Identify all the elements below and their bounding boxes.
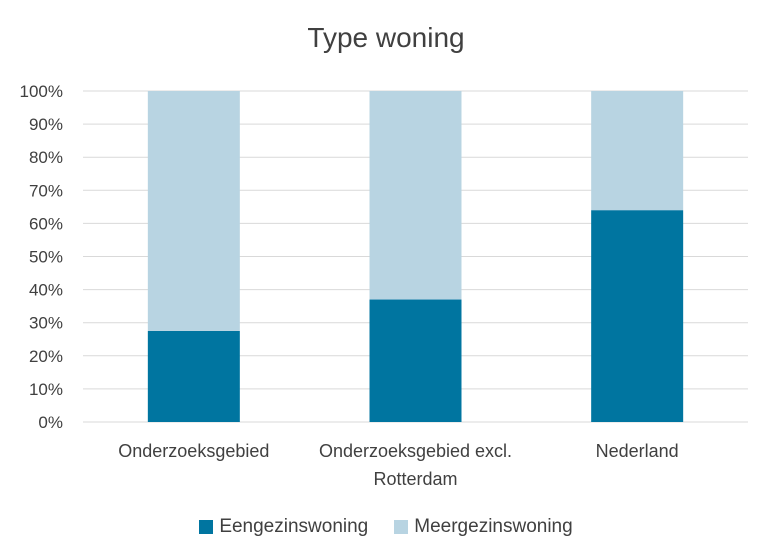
y-tick-label: 0% (38, 413, 63, 432)
x-category-label: Nederland (596, 441, 679, 461)
bar-eengezinswoning-2 (591, 210, 684, 422)
x-category-label: Onderzoeksgebied excl. (319, 441, 512, 461)
legend: Eengezinswoning Meergezinswoning (0, 516, 772, 538)
y-tick-label: 80% (29, 148, 63, 167)
x-category-label: Rotterdam (373, 469, 457, 489)
bar-eengezinswoning-1 (369, 299, 462, 422)
y-tick-label: 20% (29, 347, 63, 366)
legend-item-eengezinswoning: Eengezinswoning (199, 516, 368, 538)
bar-meergezinswoning-0 (147, 91, 240, 331)
legend-label-meergezinswoning: Meergezinswoning (414, 516, 573, 537)
y-tick-label: 10% (29, 380, 63, 399)
bars (147, 91, 684, 422)
y-tick-label: 60% (29, 214, 63, 233)
legend-label-eengezinswoning: Eengezinswoning (219, 516, 369, 537)
legend-item-meergezinswoning: Meergezinswoning (394, 516, 573, 538)
bar-eengezinswoning-0 (147, 330, 240, 422)
chart-title: Type woning (307, 22, 465, 53)
y-axis-ticks: 0% 10% 20% 30% 40% 50% 60% 70% 80% 90% 100% (20, 82, 63, 432)
legend-swatch-eengezinswoning (199, 520, 214, 534)
y-tick-label: 90% (29, 115, 63, 134)
bar-meergezinswoning-2 (591, 91, 684, 211)
y-tick-label: 40% (29, 281, 63, 300)
legend-swatch-meergezinswoning (394, 520, 409, 534)
y-tick-label: 70% (29, 181, 63, 200)
x-axis-categories: Onderzoeksgebied Onderzoeksgebied excl. Ro… (118, 441, 678, 489)
x-category-label: Onderzoeksgebied (118, 441, 269, 461)
y-tick-label: 100% (20, 82, 63, 101)
y-tick-label: 50% (29, 248, 63, 267)
y-tick-label: 30% (29, 314, 63, 333)
plot-area: 0% 10% 20% 30% 40% 50% 60% 70% 80% 90% 100% Onderz… (20, 82, 748, 489)
bar-meergezinswoning-1 (369, 91, 462, 300)
